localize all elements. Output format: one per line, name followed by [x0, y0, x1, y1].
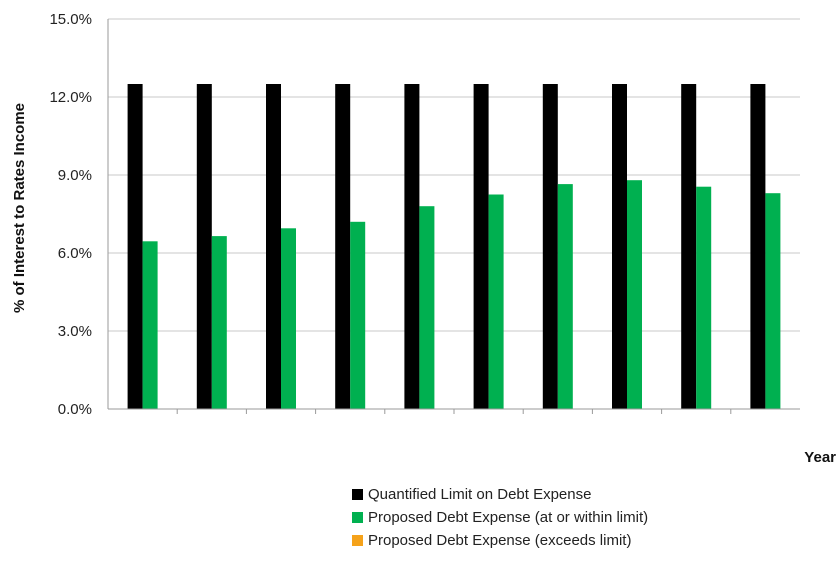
bar [612, 84, 627, 409]
y-tick-label: 15.0% [49, 11, 92, 28]
y-tick-labels: 0.0% 3.0% 6.0% 9.0% 12.0% 15.0% [49, 11, 92, 418]
legend-label: Proposed Debt Expense (exceeds limit) [368, 532, 632, 549]
x-axis-title: Year [804, 449, 836, 466]
bar [627, 180, 642, 409]
bar [473, 84, 489, 409]
bar [488, 194, 504, 409]
bar [196, 84, 212, 409]
legend-item: Proposed Debt Expense (exceeds limit) [352, 529, 648, 552]
bar [350, 221, 366, 409]
y-tick-label: 9.0% [58, 167, 92, 184]
bar [419, 206, 435, 409]
legend-swatch [352, 535, 363, 546]
legend-label: Proposed Debt Expense (at or within limi… [368, 509, 649, 526]
y-tick-label: 12.0% [49, 89, 92, 106]
bar [750, 84, 766, 409]
bar [335, 84, 351, 409]
bar [404, 84, 420, 409]
bar [127, 84, 143, 409]
axes [107, 19, 800, 414]
legend-swatch [352, 489, 363, 500]
bar [696, 186, 712, 409]
chart: 0.0% 3.0% 6.0% 9.0% 12.0% 15.0% % of Interest… [11, 11, 836, 466]
bar [211, 236, 227, 409]
legend: Quantified Limit on Debt Expense Propose… [352, 483, 648, 552]
bar [266, 84, 281, 409]
y-tick-label: 6.0% [58, 245, 92, 262]
bar [765, 193, 781, 409]
y-axis-title: % of Interest to Rates Income [11, 103, 28, 313]
legend-label: Quantified Limit on Debt Expense [368, 486, 592, 503]
bar [681, 84, 697, 409]
legend-item: Proposed Debt Expense (at or within limi… [352, 506, 648, 529]
bar [142, 241, 158, 409]
y-tick-label: 3.0% [58, 323, 92, 340]
y-tick-label: 0.0% [58, 401, 92, 418]
bar [281, 228, 296, 409]
bar [542, 84, 558, 409]
bars [127, 84, 781, 409]
legend-item: Quantified Limit on Debt Expense [352, 483, 648, 506]
bar [557, 184, 573, 409]
legend-swatch [352, 512, 363, 523]
